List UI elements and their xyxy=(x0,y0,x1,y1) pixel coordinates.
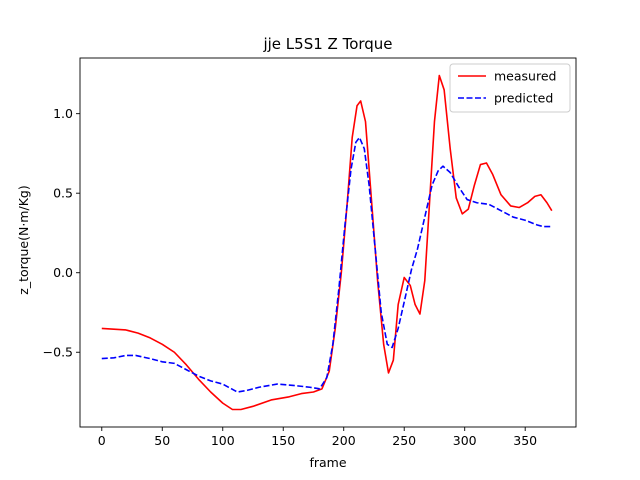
x-tick-label: 350 xyxy=(513,433,537,448)
y-tick-label: 0.5 xyxy=(53,186,73,201)
legend-label-predicted: predicted xyxy=(494,91,553,106)
legend-label-measured: measured xyxy=(494,69,556,84)
y-tick-label: −0.5 xyxy=(43,345,73,360)
axes: 0 50 100 150 200 250 300 350 −0.5 0.0 0.5 1.0 xyxy=(43,57,577,448)
y-tick-label: 1.0 xyxy=(53,106,73,121)
plot-area xyxy=(101,74,553,411)
plot-frame xyxy=(79,57,577,428)
x-tick-label: 300 xyxy=(453,433,477,448)
x-tick-label: 100 xyxy=(211,433,235,448)
x-tick-label: 200 xyxy=(332,433,356,448)
x-tick-label: 150 xyxy=(271,433,295,448)
x-tick-label: 250 xyxy=(392,433,416,448)
y-tick-label: 0.0 xyxy=(53,265,73,280)
x-tick-label: 50 xyxy=(154,433,170,448)
x-axis-label: frame xyxy=(309,455,346,470)
y-axis-label: z_torque(N·m/Kg) xyxy=(16,185,31,294)
series-line-predicted xyxy=(101,136,552,393)
legend: measured predicted xyxy=(449,63,571,113)
chart-title: jje L5S1 Z Torque xyxy=(262,35,392,53)
x-tick-label: 0 xyxy=(98,433,106,448)
